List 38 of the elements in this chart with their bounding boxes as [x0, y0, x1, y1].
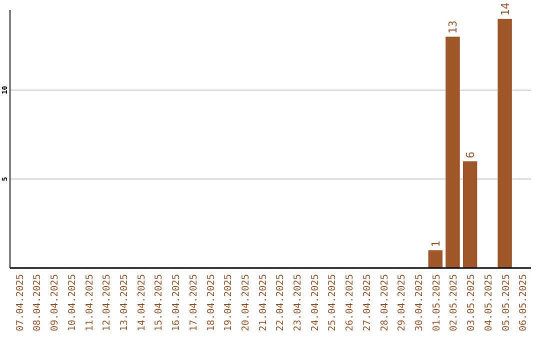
x-tick-label: 16.04.2025 — [171, 274, 182, 332]
bar — [428, 250, 442, 268]
x-tick-label: 01.05.2025 — [431, 274, 442, 332]
x-tick-label: 06.05.2025 — [518, 274, 530, 332]
x-tick-label: 09.04.2025 — [50, 274, 61, 332]
bar — [498, 18, 512, 268]
x-tick-label: 22.04.2025 — [275, 274, 286, 332]
x-tick-label: 14.04.2025 — [136, 274, 148, 332]
x-tick-label: 02.05.2025 — [448, 274, 460, 332]
x-tick-label: 10.04.2025 — [66, 274, 78, 332]
data-label: 1 — [429, 240, 442, 248]
x-tick-label: 04.05.2025 — [483, 274, 494, 332]
x-tick-label: 15.04.2025 — [154, 274, 165, 332]
x-tick-label: 08.04.2025 — [32, 274, 44, 332]
data-label: 13 — [446, 20, 460, 34]
x-tick-label: 30.04.2025 — [414, 274, 426, 332]
x-tick-label: 17.04.2025 — [188, 274, 200, 332]
bar — [446, 36, 460, 268]
x-tick-label: 13.04.2025 — [118, 274, 130, 332]
x-tick-label: 26.04.2025 — [344, 274, 356, 332]
bar — [462, 161, 478, 268]
x-tick-label: 05.05.2025 — [500, 274, 512, 332]
x-tick-label: 28.04.2025 — [379, 274, 390, 332]
x-tick-label: 25.04.2025 — [327, 274, 338, 332]
x-tick-label: 12.04.2025 — [102, 274, 113, 332]
x-tick-label: 27.04.2025 — [362, 274, 373, 332]
x-tick-label: 18.04.2025 — [206, 274, 217, 332]
x-tick-label: 19.04.2025 — [223, 274, 234, 332]
x-tick-label: 11.04.2025 — [84, 274, 96, 332]
x-tick-label: 24.04.2025 — [310, 274, 321, 332]
x-tick-label: 21.04.2025 — [258, 274, 269, 332]
data-label: 14 — [498, 2, 512, 16]
x-tick-label: 23.04.2025 — [292, 274, 304, 332]
x-tick-label: 29.04.2025 — [396, 274, 408, 332]
x-tick-label: 03.05.2025 — [466, 274, 478, 332]
x-tick-label: 20.04.2025 — [240, 274, 252, 332]
x-tick-label: 07.04.2025 — [14, 274, 26, 332]
data-label: 6 — [464, 152, 478, 158]
